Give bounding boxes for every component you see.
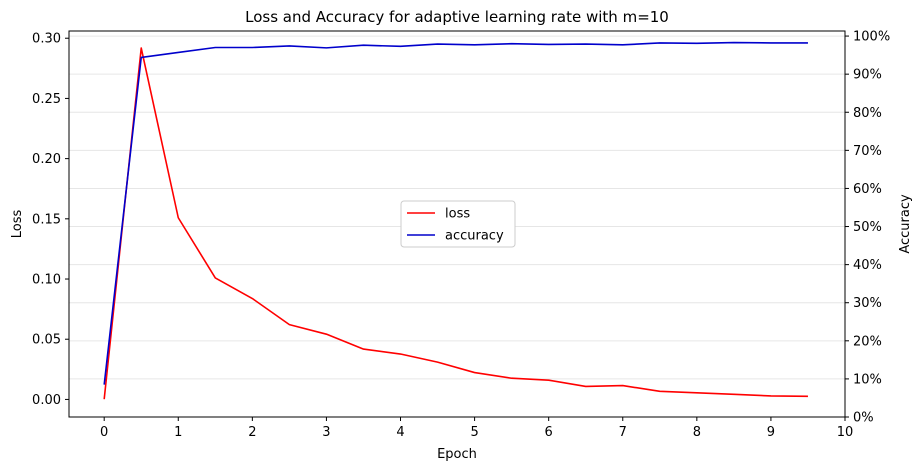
x-tick-label: 2 bbox=[248, 425, 256, 440]
x-tick-label: 3 bbox=[322, 425, 330, 440]
x-axis-label: Epoch bbox=[437, 447, 477, 462]
y-right-tick-label: 90% bbox=[853, 68, 882, 83]
y-right-tick-label: 100% bbox=[853, 30, 890, 45]
y-left-tick-label: 0.20 bbox=[32, 152, 61, 167]
series-line-accuracy bbox=[103, 41, 808, 385]
y-right-tick-label: 20% bbox=[853, 334, 882, 349]
x-tick-label: 5 bbox=[470, 425, 478, 440]
y-right-tick-label: 80% bbox=[853, 106, 882, 121]
y-left-tick-label: 0.10 bbox=[32, 273, 61, 288]
y-left-tick-label: 0.05 bbox=[32, 333, 61, 348]
x-tick-label: 9 bbox=[767, 425, 775, 440]
x-tick-label: 0 bbox=[100, 425, 108, 440]
y-right-tick-label: 60% bbox=[853, 182, 882, 197]
legend-label-loss: loss bbox=[445, 207, 470, 222]
y-left-tick-label: 0.25 bbox=[32, 92, 61, 107]
x-tick-label: 1 bbox=[174, 425, 182, 440]
legend: loss accuracy bbox=[400, 200, 516, 248]
x-tick-label: 10 bbox=[837, 425, 854, 440]
x-tick-label: 6 bbox=[545, 425, 553, 440]
plot-frame bbox=[68, 30, 846, 418]
y-axis-left-label: Loss bbox=[10, 210, 25, 239]
series-lines bbox=[103, 41, 808, 400]
y-right-tick-label: 40% bbox=[853, 258, 882, 273]
y-right-tick-label: 0% bbox=[853, 411, 874, 426]
chart-title: Loss and Accuracy for adaptive learning … bbox=[245, 8, 669, 26]
axis-ticks: 0 1 2 3 4 5 6 7 8 9 10 0.00 0.05 0.10 0.15 0.20 0.25 0.30… bbox=[32, 30, 890, 440]
series-line-loss bbox=[103, 47, 808, 400]
x-tick-label: 7 bbox=[619, 425, 627, 440]
x-tick-label: 8 bbox=[693, 425, 701, 440]
y-right-tick-label: 30% bbox=[853, 296, 882, 311]
y-right-tick-label: 50% bbox=[853, 220, 882, 235]
y-left-tick-label: 0.30 bbox=[32, 32, 61, 47]
y-left-tick-label: 0.00 bbox=[32, 393, 61, 408]
y-left-tick-label: 0.15 bbox=[32, 212, 61, 227]
legend-label-accuracy: accuracy bbox=[445, 229, 504, 244]
y-axis-right-label: Accuracy bbox=[898, 194, 913, 254]
x-tick-label: 4 bbox=[396, 425, 404, 440]
y-right-tick-label: 70% bbox=[853, 144, 882, 159]
y-right-tick-label: 10% bbox=[853, 372, 882, 387]
